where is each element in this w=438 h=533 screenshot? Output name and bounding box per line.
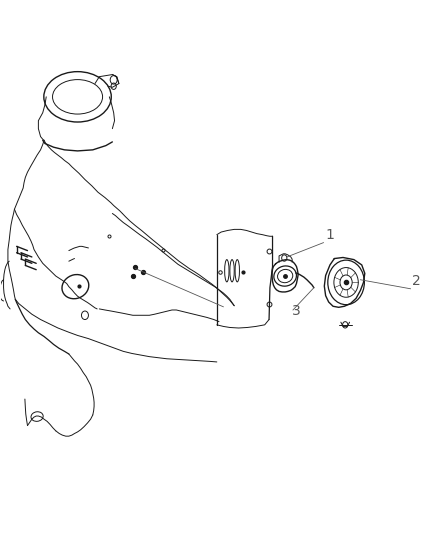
Text: 2: 2 [412, 274, 421, 288]
Text: 3: 3 [292, 304, 301, 318]
Text: 1: 1 [325, 228, 334, 241]
